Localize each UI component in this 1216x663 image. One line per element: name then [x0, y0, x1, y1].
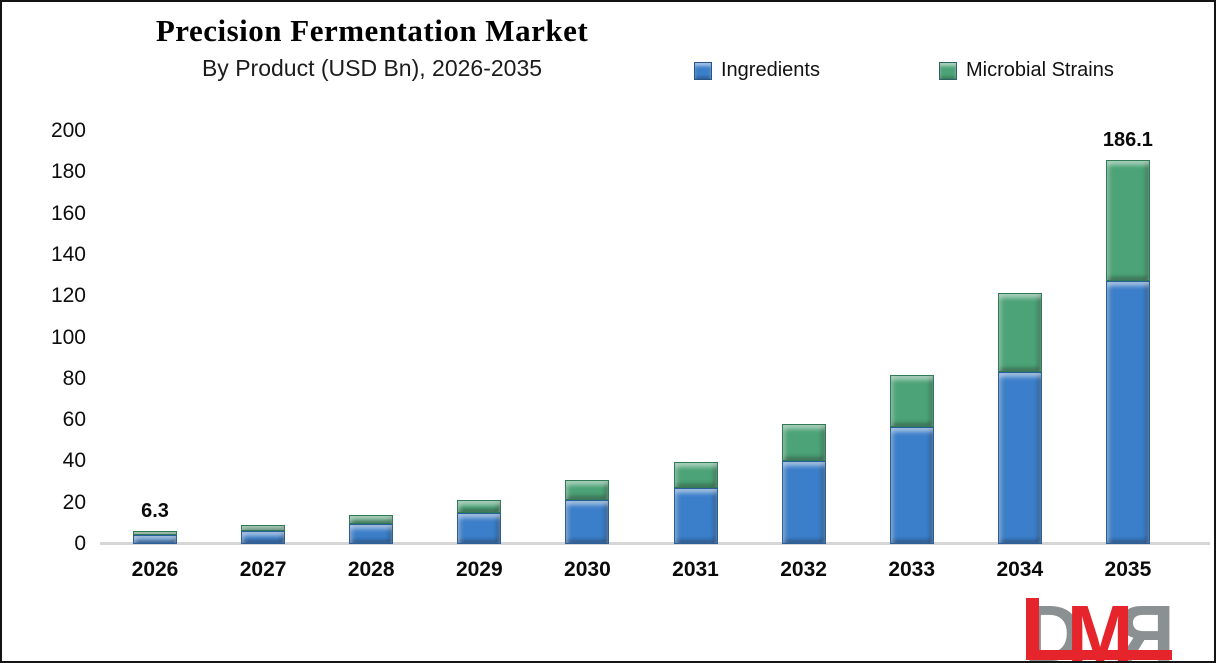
chart-subtitle: By Product (USD Bn), 2026-2035: [201, 55, 543, 81]
y-axis-tick-label: 40: [62, 449, 86, 473]
bar-segment-microbial-strains: [133, 531, 177, 535]
bar-segment-ingredients: [349, 523, 394, 544]
chart-header: Precision Fermentation Market By Product…: [87, 12, 657, 83]
x-axis-category-label: 2026: [131, 558, 179, 581]
x-axis-category-label: 2028: [347, 558, 395, 581]
legend-item-ingredients: Ingredients: [694, 59, 820, 82]
y-axis-tick-label: 120: [50, 284, 86, 308]
bar-segment-microbial-strains: [1105, 159, 1150, 281]
bar-value-label: 6.3: [141, 500, 169, 522]
bar-segment-microbial-strains: [349, 515, 394, 524]
bar-2026: [133, 531, 177, 544]
bar-segment-microbial-strains: [673, 462, 718, 488]
legend-label-microbial-strains: Microbial Strains: [966, 59, 1114, 81]
bar-segment-microbial-strains: [457, 499, 502, 514]
legend-label-ingredients: Ingredients: [721, 59, 820, 81]
x-axis-category-label: 2031: [672, 558, 719, 581]
y-axis-tick-label: 100: [50, 325, 86, 349]
chart-title: Precision Fermentation Market: [155, 13, 589, 48]
bar-2030: [565, 480, 610, 544]
y-axis-tick-label: 0: [74, 532, 86, 555]
legend-item-microbial-strains: Microbial Strains: [939, 59, 1114, 82]
y-axis-tick-label: 80: [62, 366, 86, 390]
legend-swatch-microbial-strains-icon: [939, 61, 957, 80]
bar-segment-microbial-strains: [889, 374, 934, 427]
y-axis-tick-label: 160: [50, 201, 86, 225]
legend-swatch-ingredients-icon: [694, 61, 712, 80]
x-axis-category-label: 2032: [780, 558, 827, 581]
bar-segment-ingredients: [133, 534, 177, 544]
bar-2035: [1105, 159, 1150, 544]
bar-segment-ingredients: [673, 487, 718, 544]
logo-red-bar-vertical: [1026, 598, 1039, 658]
x-axis-category-label: 2034: [996, 558, 1044, 581]
bar-segment-ingredients: [1105, 280, 1150, 544]
y-axis-tick-label: 60: [62, 408, 86, 432]
dmr-logo: DM R: [1018, 589, 1210, 661]
bar-segment-ingredients: [457, 513, 502, 544]
x-axis-line: [100, 542, 1210, 545]
bar-2033: [889, 374, 934, 544]
y-axis-tick-label: 20: [62, 490, 86, 514]
bar-segment-ingredients: [997, 371, 1042, 544]
bar-segment-microbial-strains: [997, 293, 1042, 372]
logo-red-bar-horizontal: [1026, 650, 1172, 660]
bar-2031: [673, 462, 718, 544]
bar-segment-ingredients: [889, 426, 934, 544]
x-axis-category-label: 2030: [564, 558, 611, 581]
bar-segment-microbial-strains: [781, 424, 826, 461]
bar-2027: [241, 525, 286, 544]
bar-segment-microbial-strains: [565, 480, 610, 501]
x-axis-category-label: 2029: [455, 558, 503, 581]
y-axis-tick-label: 200: [50, 119, 86, 142]
bar-segment-ingredients: [781, 461, 826, 544]
bar-2028: [349, 515, 394, 544]
plot-area: 6.3 186.1: [2, 128, 1214, 545]
x-axis-category-label: 2027: [239, 558, 287, 581]
bar-segment-microbial-strains: [241, 525, 286, 531]
x-axis-category-label: 2035: [1104, 558, 1152, 581]
bar-segment-ingredients: [565, 500, 610, 544]
y-axis-tick-label: 180: [50, 160, 86, 184]
bar-2034: [997, 293, 1042, 544]
bar-segment-ingredients: [241, 530, 286, 544]
bar-value-label: 186.1: [1102, 128, 1153, 151]
bar-2032: [781, 424, 826, 544]
x-axis-category-label: 2033: [888, 558, 936, 581]
y-axis-tick-label: 140: [50, 242, 86, 266]
bar-2029: [457, 499, 502, 544]
